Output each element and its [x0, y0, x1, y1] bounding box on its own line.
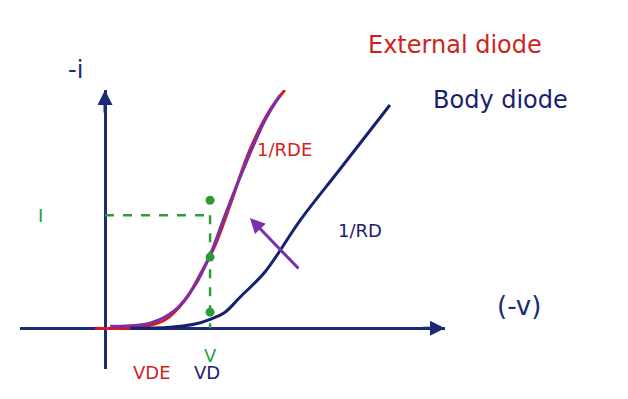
svg-text:V: V [204, 345, 217, 366]
svg-text:VD: VD [194, 362, 220, 383]
svg-text:1/RD: 1/RD [338, 220, 382, 241]
svg-text:1/RDE: 1/RDE [257, 139, 312, 160]
svg-text:(-v): (-v) [497, 291, 541, 321]
svg-text:VDE: VDE [133, 362, 171, 383]
svg-text:Body diode: Body diode [433, 86, 568, 114]
svg-text:-i: -i [68, 56, 83, 84]
svg-text:External diode: External diode [368, 31, 542, 59]
svg-text:I: I [38, 205, 43, 226]
